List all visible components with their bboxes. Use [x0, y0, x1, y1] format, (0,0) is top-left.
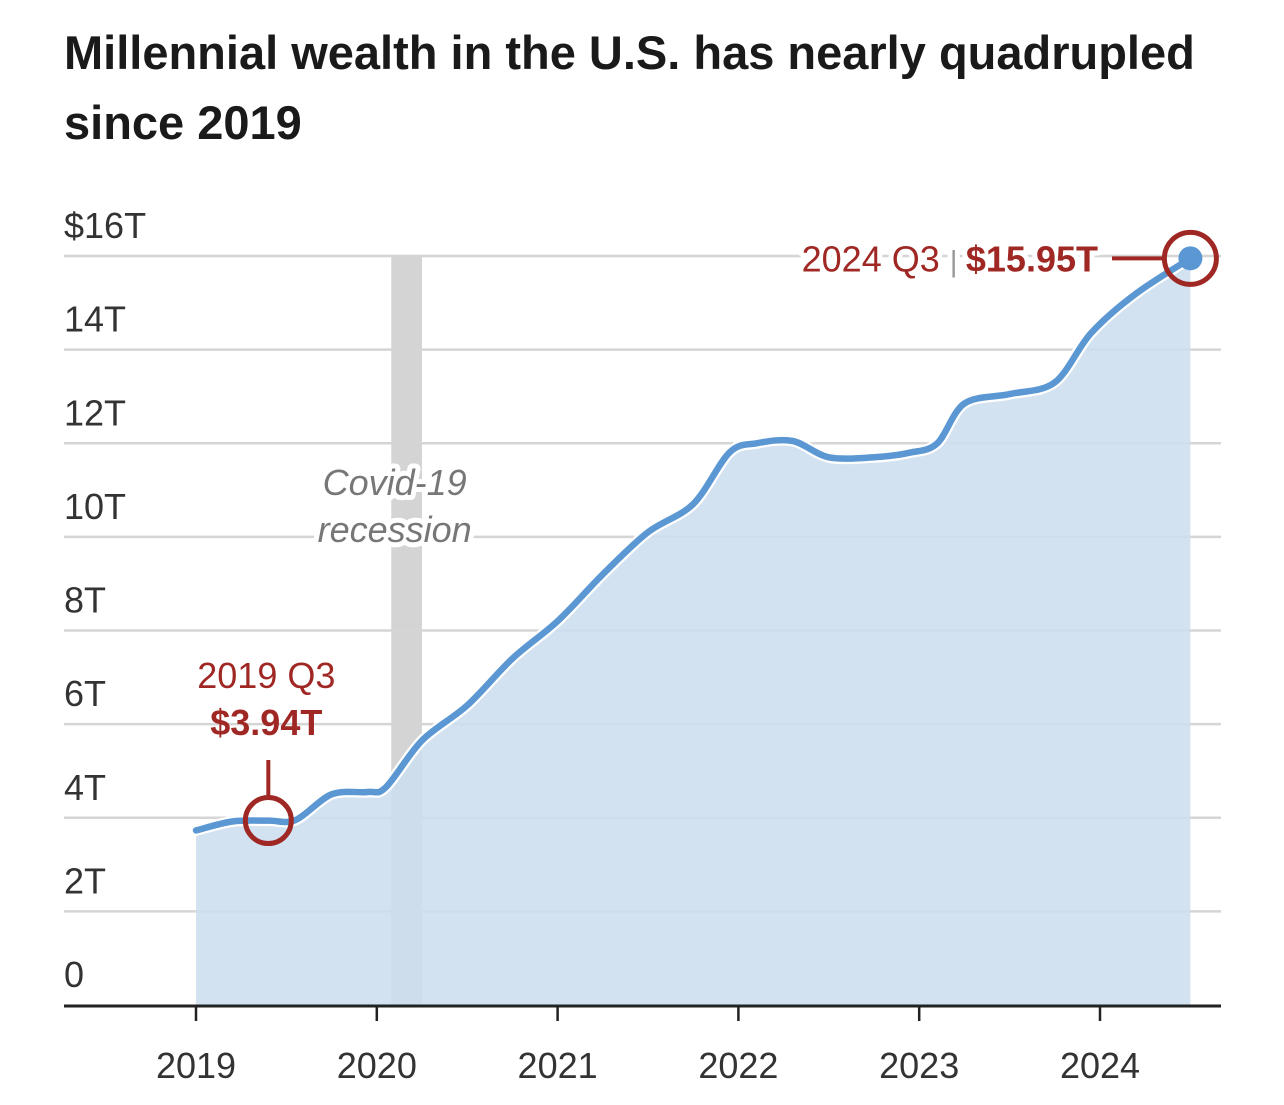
y-tick-label: 2T — [64, 860, 106, 901]
x-axis-layer — [64, 1004, 1221, 1021]
annotations-layer: Covid-19 recession 2019 Q3 $3.94T 2024 Q3 | … — [197, 229, 1219, 847]
y-tick-label: 8T — [64, 580, 106, 621]
series-line — [192, 255, 1194, 834]
annotation-separator: | — [950, 245, 966, 278]
line-layer — [190, 252, 1196, 836]
y-tick-label: 10T — [64, 486, 126, 527]
recession-label-line1: Covid-19 — [323, 462, 467, 503]
y-tick-label: 14T — [64, 299, 126, 340]
chart-title: Millennial wealth in the U.S. has nearly… — [64, 26, 1195, 149]
annotation-marker — [242, 795, 294, 847]
annotation-marker — [1161, 229, 1219, 287]
annotation-end-dot — [1178, 246, 1203, 271]
annotation-value: $3.94T — [210, 702, 322, 743]
x-tick-label: 2020 — [337, 1045, 417, 1086]
x-tick-labels-layer: 2019 2020 2021 2022 2023 2024 — [156, 1045, 1140, 1086]
annotation-label: 2024 Q3 | $15.95T — [802, 238, 1098, 279]
recession-label-line2: recession — [318, 509, 472, 550]
x-tick-label: 2023 — [879, 1045, 959, 1086]
x-tick-label: 2021 — [518, 1045, 598, 1086]
y-tick-label: 4T — [64, 767, 106, 808]
annotation-period: 2024 Q3 — [802, 238, 950, 279]
y-tick-label: $16T — [64, 205, 146, 246]
annotation-period: 2019 Q3 — [197, 655, 335, 696]
y-tick-label: 0 — [64, 954, 84, 995]
x-tick-label: 2024 — [1060, 1045, 1140, 1086]
y-tick-label: 6T — [64, 673, 106, 714]
x-tick-label: 2022 — [698, 1045, 778, 1086]
x-tick-label: 2019 — [156, 1045, 236, 1086]
y-tick-label: 12T — [64, 392, 126, 433]
annotation-value: $15.95T — [966, 238, 1098, 279]
y-tick-labels-layer: 0 2T 4T 6T 8T 10T 12T 14T $16T — [64, 205, 146, 995]
